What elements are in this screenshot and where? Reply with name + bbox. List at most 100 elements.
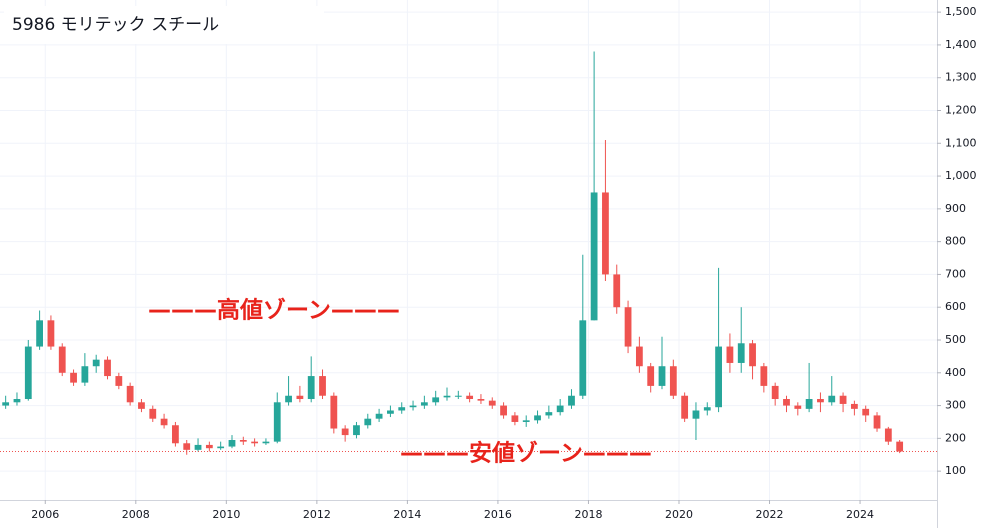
candle-body — [307, 376, 315, 400]
candle-body — [839, 395, 847, 404]
candle-body — [104, 359, 111, 377]
y-tick-label: 700 — [945, 267, 966, 280]
y-tick-label: 300 — [945, 399, 966, 412]
candle-body — [330, 395, 338, 429]
candle-body — [183, 443, 191, 450]
candle-body — [760, 366, 768, 386]
candle-body — [319, 376, 326, 396]
candle-body — [613, 274, 621, 308]
candle-body — [817, 399, 824, 403]
x-tick-label: 2018 — [574, 508, 602, 521]
x-tick-label: 2008 — [122, 508, 150, 521]
candle-body — [13, 399, 21, 403]
candle-body — [24, 346, 32, 400]
candle-body — [794, 405, 802, 409]
x-tick-label: 2020 — [665, 508, 693, 521]
candle-body — [703, 407, 711, 411]
candle-body — [92, 359, 100, 367]
candle-body — [47, 320, 55, 347]
y-tick-label: 1,000 — [945, 169, 977, 182]
axes: 100 200 300 400 500 600 700 800 900 1,000 1,100 1,2… — [31, 5, 976, 521]
x-tick-label: 2016 — [484, 508, 512, 521]
candle-body — [285, 395, 292, 403]
candle-body — [488, 400, 496, 406]
candle-body — [534, 415, 541, 421]
candle-body — [81, 366, 89, 383]
annotation: ———高値ゾーン——— — [148, 297, 400, 324]
candle-body — [251, 441, 259, 444]
candle-body — [658, 366, 666, 386]
candle-body — [70, 372, 77, 383]
candle-body — [454, 395, 462, 397]
x-tick-label: 2012 — [303, 508, 331, 521]
annotation: ———安値ゾーン——— — [400, 440, 652, 467]
candle-body — [160, 418, 168, 426]
candle-body — [477, 399, 485, 401]
chart-title: 5986 モリテック スチール — [12, 15, 219, 35]
candle-body — [138, 402, 145, 409]
candle-body — [36, 320, 44, 347]
candle-body — [783, 399, 790, 406]
x-tick-label: 2024 — [846, 508, 874, 521]
candle-body — [737, 343, 745, 363]
candle-body — [296, 395, 304, 400]
y-tick-label: 100 — [945, 464, 966, 477]
x-tick-label: 2010 — [212, 508, 240, 521]
y-tick-label: 800 — [945, 235, 966, 248]
candle-body — [545, 412, 553, 416]
y-tick-label: 900 — [945, 202, 966, 215]
candle-body — [500, 405, 507, 416]
candle-body — [58, 346, 66, 373]
x-tick-label: 2006 — [31, 508, 59, 521]
candle-body — [420, 402, 428, 406]
candle-body — [749, 343, 756, 367]
title-box — [4, 6, 324, 44]
candle-body — [353, 425, 360, 436]
x-tick-label: 2014 — [393, 508, 421, 521]
candle-body — [568, 395, 575, 406]
candle-body — [828, 395, 836, 403]
candle-body — [149, 408, 157, 419]
candle-body — [556, 405, 564, 413]
candle-body — [228, 440, 236, 447]
candle-body — [602, 192, 609, 275]
candle-body — [115, 376, 123, 386]
candle-body — [262, 441, 270, 444]
y-tick-label: 200 — [945, 431, 966, 444]
grid — [0, 0, 937, 500]
candle-body — [522, 420, 530, 422]
candle-body — [624, 307, 632, 347]
candle-body — [771, 385, 779, 400]
candle-body — [579, 320, 587, 396]
candle-body — [217, 446, 225, 449]
candle-body — [850, 403, 858, 409]
candle-body — [409, 405, 417, 408]
candle-body — [884, 428, 892, 442]
candle-body — [172, 425, 179, 444]
candle-body — [511, 415, 519, 422]
y-tick-label: 1,400 — [945, 38, 977, 51]
candle-body — [726, 346, 734, 363]
candle-body — [669, 366, 677, 396]
y-tick-label: 1,500 — [945, 5, 977, 18]
candle-body — [2, 402, 10, 406]
candle-body — [862, 408, 870, 416]
candle-body — [375, 413, 383, 419]
candle-body — [692, 410, 700, 419]
candle-body — [715, 346, 722, 408]
x-tick-label: 2022 — [756, 508, 784, 521]
candle-body — [681, 395, 689, 419]
candle-body — [896, 441, 904, 452]
candle-body — [273, 402, 281, 442]
y-tick-label: 400 — [945, 366, 966, 379]
y-tick-label: 1,300 — [945, 71, 977, 84]
candle-body — [635, 346, 643, 367]
candle-body — [205, 444, 213, 449]
candle-body — [590, 192, 598, 321]
y-tick-label: 1,100 — [945, 136, 977, 149]
candles — [0, 51, 937, 455]
y-tick-label: 600 — [945, 300, 966, 313]
